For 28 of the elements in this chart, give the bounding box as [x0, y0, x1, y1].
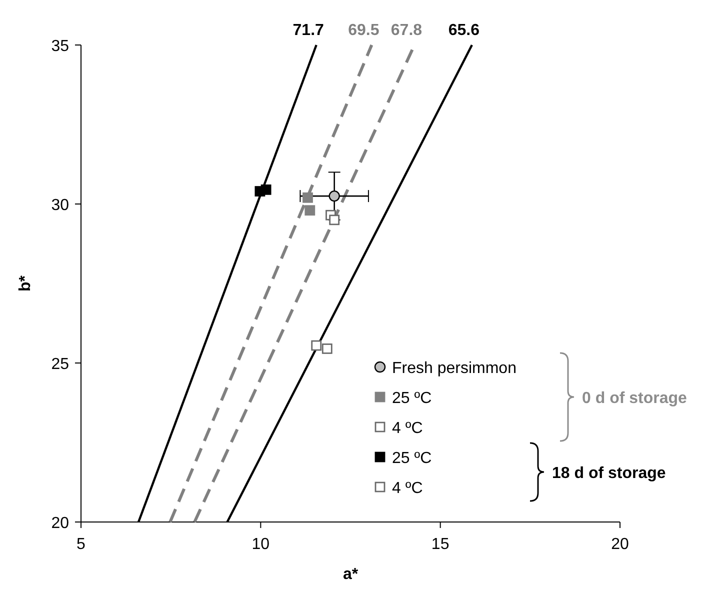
y-axis-title: b*	[17, 274, 34, 292]
series-label: 69.5	[348, 22, 380, 39]
annotation: 18 d of storage	[552, 465, 666, 482]
point	[311, 340, 322, 351]
x-tick-label: 20	[611, 536, 629, 553]
point	[328, 190, 340, 202]
x-tick-label: 15	[431, 536, 450, 553]
legend-label: 4 ºC	[392, 420, 423, 437]
x-tick-label: 10	[252, 536, 270, 553]
y-tick-label: 25	[51, 356, 70, 373]
y-tick-label: 30	[51, 197, 70, 214]
x-tick-label: 5	[76, 536, 86, 553]
legend-label: 25 ºC	[392, 390, 432, 407]
y-tick-label: 35	[51, 38, 70, 55]
series-label: 65.6	[448, 22, 480, 39]
point	[322, 343, 332, 354]
series-label: 71.7	[292, 22, 324, 39]
annotation: 0 d of storage	[582, 390, 688, 407]
legend-label: Fresh persimmon	[392, 360, 516, 377]
point	[260, 184, 272, 195]
x-axis-title: a*	[342, 566, 359, 583]
legend-label: 4 ºC	[392, 480, 423, 497]
y-tick-label: 20	[51, 515, 70, 532]
point	[329, 214, 340, 226]
point	[302, 192, 313, 203]
series-label: 67.8	[390, 22, 422, 39]
legend-label: 25 ºC	[392, 450, 432, 467]
point	[304, 205, 316, 216]
